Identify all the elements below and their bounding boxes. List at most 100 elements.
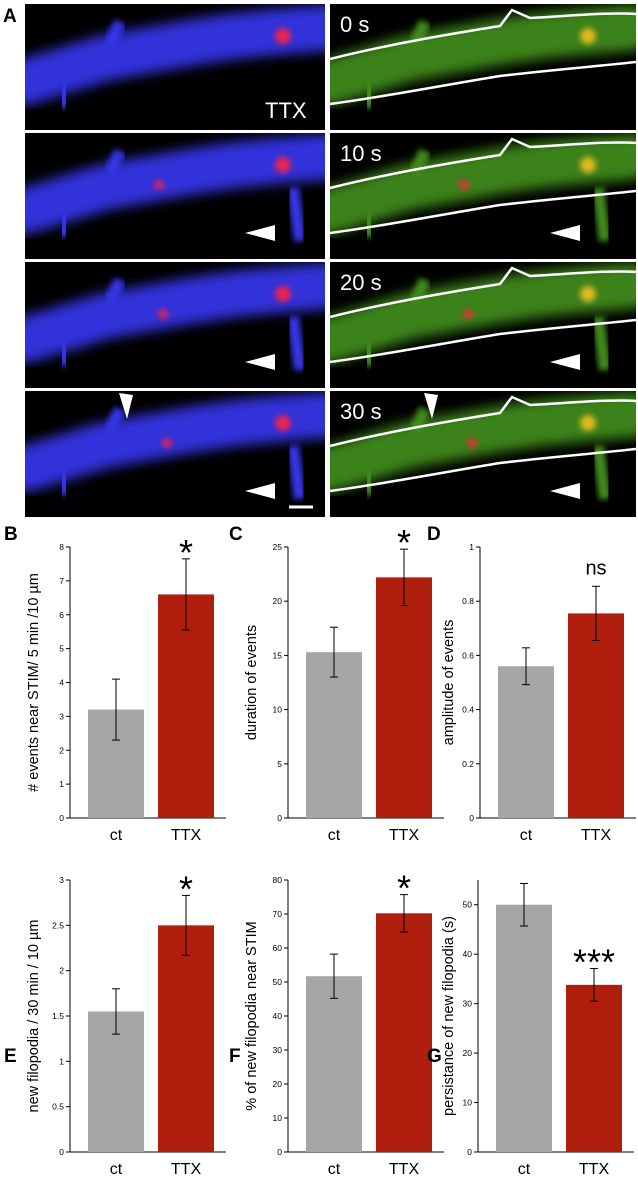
y-tick-label: 0 — [277, 1147, 282, 1157]
bar-ct — [88, 1011, 144, 1152]
stim-punctum — [467, 438, 477, 448]
y-tick-label: 0.5 — [52, 1102, 64, 1112]
y-tick-label: 50 — [273, 977, 283, 987]
dendrite-shape — [330, 263, 636, 363]
stim-punctum — [275, 157, 291, 173]
micrograph-time-3: 30 s — [330, 391, 636, 517]
y-tick-label: 0 — [59, 813, 64, 823]
time-label: 20 s — [340, 270, 382, 295]
y-tick-label: 3 — [59, 711, 64, 721]
significance-marker: *** — [573, 942, 615, 983]
dendrite-shape — [25, 134, 325, 234]
spine-protrusion — [104, 148, 126, 176]
bar-ttx — [566, 984, 622, 1152]
y-tick-label: 0 — [467, 1147, 472, 1157]
panel-letter: B — [4, 524, 18, 545]
y-tick-label: 30 — [273, 1045, 283, 1055]
stim-punctum — [162, 438, 172, 448]
stim-punctum — [158, 309, 168, 319]
time-label: 0 s — [340, 12, 369, 37]
dendrite-outline-bottom — [330, 447, 636, 493]
y-tick-label: 40 — [463, 949, 473, 959]
panel-letter: G — [427, 1046, 442, 1067]
new-filopodium — [592, 187, 611, 242]
bar-ct — [496, 904, 552, 1152]
bar-ct — [306, 652, 362, 818]
y-tick-label: 0 — [277, 813, 282, 823]
y-tick-label: 0.2 — [462, 759, 474, 769]
panel-a: A TTX 0 s 10 s 20 s 30 s — [3, 4, 636, 517]
arrowhead-marker — [424, 393, 438, 419]
new-filopodium — [287, 445, 306, 500]
dendrite-outline-top — [330, 137, 636, 190]
spine-protrusion — [362, 83, 376, 109]
bar-charts: B 0 1 2 3 4 5 6 7 8 # events near STIM/ 5 min /10 … — [4, 522, 636, 1178]
spine-protrusion — [362, 470, 376, 496]
arrowhead-marker — [245, 354, 275, 370]
y-tick-label: 3 — [59, 875, 64, 885]
chart-panel-e: E 0 0.5 1 1.5 2 2.5 3 new filopodia / 30 min / 1… — [4, 868, 226, 1178]
micrograph-time-1: 10 s — [330, 133, 636, 259]
arrowhead-marker — [550, 354, 580, 370]
stim-punctum — [580, 286, 596, 302]
significance-marker: * — [397, 522, 411, 563]
bar-ttx — [568, 613, 624, 818]
y-tick-label: 6 — [59, 610, 64, 620]
y-tick-label: 8 — [59, 542, 64, 552]
bar-ttx — [158, 594, 214, 818]
y-tick-label: 1 — [59, 1056, 64, 1066]
significance-marker: * — [179, 532, 193, 573]
dendrite-outline-bottom — [330, 189, 636, 235]
dendrite-shape — [330, 134, 636, 234]
stim-punctum — [275, 415, 291, 431]
chart-panel-b: B 0 1 2 3 4 5 6 7 8 # events near STIM/ 5 min /10 … — [4, 524, 226, 844]
bar-ct — [306, 976, 362, 1152]
stim-punctum — [275, 286, 291, 302]
y-tick-label: 1 — [59, 779, 64, 789]
chart-panel-f: F 0 10 20 30 40 50 60 70 80 % of new filopodia nea… — [229, 868, 444, 1178]
stim-punctum — [580, 157, 596, 173]
dendrite-outline-top — [330, 8, 636, 61]
panel-letter: F — [229, 1046, 241, 1067]
bar-ttx — [158, 925, 214, 1152]
dendrite-outline-bottom — [330, 60, 636, 106]
bar-ct — [498, 666, 554, 818]
time-label: 10 s — [340, 141, 382, 166]
y-tick-label: 2.5 — [52, 920, 64, 930]
dendrite-shape — [330, 5, 636, 105]
stim-punctum — [275, 28, 291, 44]
y-tick-label: 70 — [273, 909, 283, 919]
y-tick-label: 10 — [273, 1113, 283, 1123]
y-tick-label: 50 — [463, 900, 473, 910]
category-label: ct — [518, 1161, 531, 1178]
y-tick-label: 10 — [463, 1098, 473, 1108]
micrograph-merge-1 — [25, 133, 325, 259]
y-tick-label: 20 — [463, 1048, 473, 1058]
y-tick-label: 30 — [463, 999, 473, 1009]
time-label: 30 s — [340, 399, 382, 424]
dendrite-shape — [25, 5, 325, 105]
arrowhead-marker — [245, 483, 275, 499]
y-tick-label: 5 — [277, 759, 282, 769]
significance-marker: ns — [585, 557, 606, 579]
y-tick-label: 15 — [273, 650, 283, 660]
y-tick-label: 1 — [469, 542, 474, 552]
category-label: TTX — [171, 1161, 202, 1178]
y-tick-label: 4 — [59, 678, 64, 688]
micrograph-grid: TTX 0 s 10 s 20 s 30 s — [25, 4, 636, 517]
micrograph-time-0: 0 s — [330, 4, 636, 130]
category-label: TTX — [581, 827, 612, 844]
dendrite-shape — [330, 392, 636, 492]
new-filopodium — [287, 187, 306, 242]
category-label: ct — [520, 827, 533, 844]
y-tick-label: 60 — [273, 943, 283, 953]
dendrite-shape — [25, 392, 325, 492]
new-filopodium — [592, 445, 611, 500]
stim-punctum — [580, 28, 596, 44]
category-label: ct — [328, 827, 341, 844]
stim-punctum — [463, 309, 473, 319]
category-label: TTX — [579, 1161, 610, 1178]
y-tick-label: 40 — [273, 1011, 283, 1021]
spine-protrusion — [362, 212, 376, 238]
